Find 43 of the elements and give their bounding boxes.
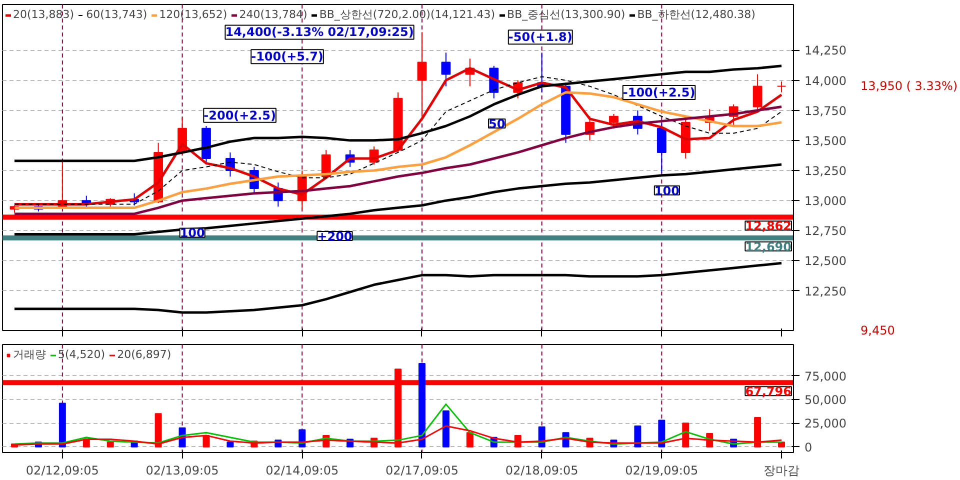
ref-line-label: 67,796 (745, 384, 792, 399)
annotation: 100 (654, 184, 680, 198)
y-tick-label: 12,500 (804, 254, 846, 268)
legend-label: 20(13,883) (13, 8, 74, 21)
x-tick-label: 02/12,09:05 (26, 464, 99, 478)
legend-label: 20(6,897) (117, 348, 172, 361)
text: 13,950 ( 3.33%) (860, 79, 958, 93)
y-tick-label: 14,250 (804, 44, 846, 58)
legend-label: BB_중심선(13,300.90) (507, 7, 626, 22)
legend-label: 240(13,784) (239, 8, 308, 21)
x-tick-label: 02/14,09:05 (266, 464, 339, 478)
y-tick-label: 13,750 (804, 104, 846, 118)
annotation: -100(+2.5) (622, 86, 696, 100)
ref-line-label: 12,862 (745, 219, 792, 234)
x-tick-label: 02/17,09:05 (385, 464, 458, 478)
y-tick-label: 14,000 (804, 74, 846, 88)
y-tick-label: 50,000 (804, 392, 846, 407)
annotation: -200(+2.5) (204, 108, 276, 122)
legend-label: BB_하한선(12,480.38) (637, 7, 756, 22)
annotation: -50(+1.8) (508, 30, 572, 44)
annotation: 14,400(-3.13% 02/17,09:25) (225, 25, 414, 40)
y-tick-label: 25,000 (804, 416, 846, 431)
ref-line-label: 12,690 (745, 240, 792, 254)
annotation: +200 (317, 229, 352, 244)
legend-label: 거래량 (13, 347, 46, 362)
annotation: -100(+5.7) (251, 50, 324, 64)
x-tick-label: 장마감 (764, 464, 800, 478)
x-tick-label: 02/18,09:05 (505, 464, 578, 478)
text: 9,450 (860, 324, 895, 338)
y-tick-label: 75,000 (804, 369, 846, 384)
y-tick-label: 12,750 (804, 224, 846, 238)
y-tick-label: 13,000 (804, 194, 846, 208)
y-tick-label: 12,250 (804, 284, 846, 298)
y-tick-label: 13,250 (804, 164, 846, 178)
legend-label: BB_상한선(720,2.00)(14,121.43) (319, 7, 496, 22)
x-tick-label: 02/13,09:05 (146, 464, 219, 478)
y-tick-label: 13,500 (804, 134, 846, 148)
legend-label: 120(13,652) (159, 8, 228, 21)
annotation: 100 (180, 226, 205, 240)
legend-label: 5(4,520) (58, 348, 106, 361)
x-tick-label: 02/19,09:05 (625, 464, 698, 478)
y-tick-label: 0 (804, 440, 812, 454)
legend-label: 60(13,743) (86, 8, 148, 21)
